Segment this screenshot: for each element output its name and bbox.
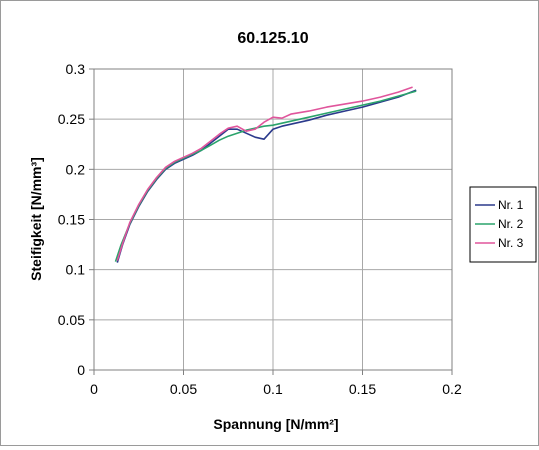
y-tick-label: 0.05 xyxy=(58,312,85,328)
y-tick-label: 0.3 xyxy=(66,61,86,77)
y-axis-label: Steifigkeit [N/mm³] xyxy=(28,157,44,281)
legend-label-2: Nr. 2 xyxy=(498,217,524,231)
y-tick-label: 0 xyxy=(77,362,85,378)
chart-title: 60.125.10 xyxy=(237,30,308,47)
series-line-1 xyxy=(116,89,417,263)
y-tick-label: 0.2 xyxy=(66,161,86,177)
series-line-2 xyxy=(114,90,417,262)
y-axis: 0 0.05 0.1 0.15 0.2 0.25 0.3 xyxy=(58,61,94,378)
x-axis: 0 0.05 0.1 0.15 0.2 xyxy=(90,370,462,397)
x-tick-label: 0.2 xyxy=(442,381,462,397)
grid-lines xyxy=(94,69,452,370)
legend-label-3: Nr. 3 xyxy=(498,236,524,250)
series-line-3 xyxy=(116,86,413,261)
x-tick-label: 0.05 xyxy=(170,381,197,397)
y-tick-label: 0.1 xyxy=(66,262,86,278)
x-axis-label: Spannung [N/mm²] xyxy=(213,416,338,432)
x-tick-label: 0.1 xyxy=(263,381,283,397)
x-tick-label: 0 xyxy=(90,381,98,397)
x-tick-label: 0.15 xyxy=(349,381,376,397)
legend: Nr. 1 Nr. 2 Nr. 3 xyxy=(469,186,537,263)
y-tick-label: 0.25 xyxy=(58,111,85,127)
y-tick-label: 0.15 xyxy=(58,212,85,228)
legend-label-1: Nr. 1 xyxy=(498,198,524,212)
series-layer xyxy=(114,86,417,263)
